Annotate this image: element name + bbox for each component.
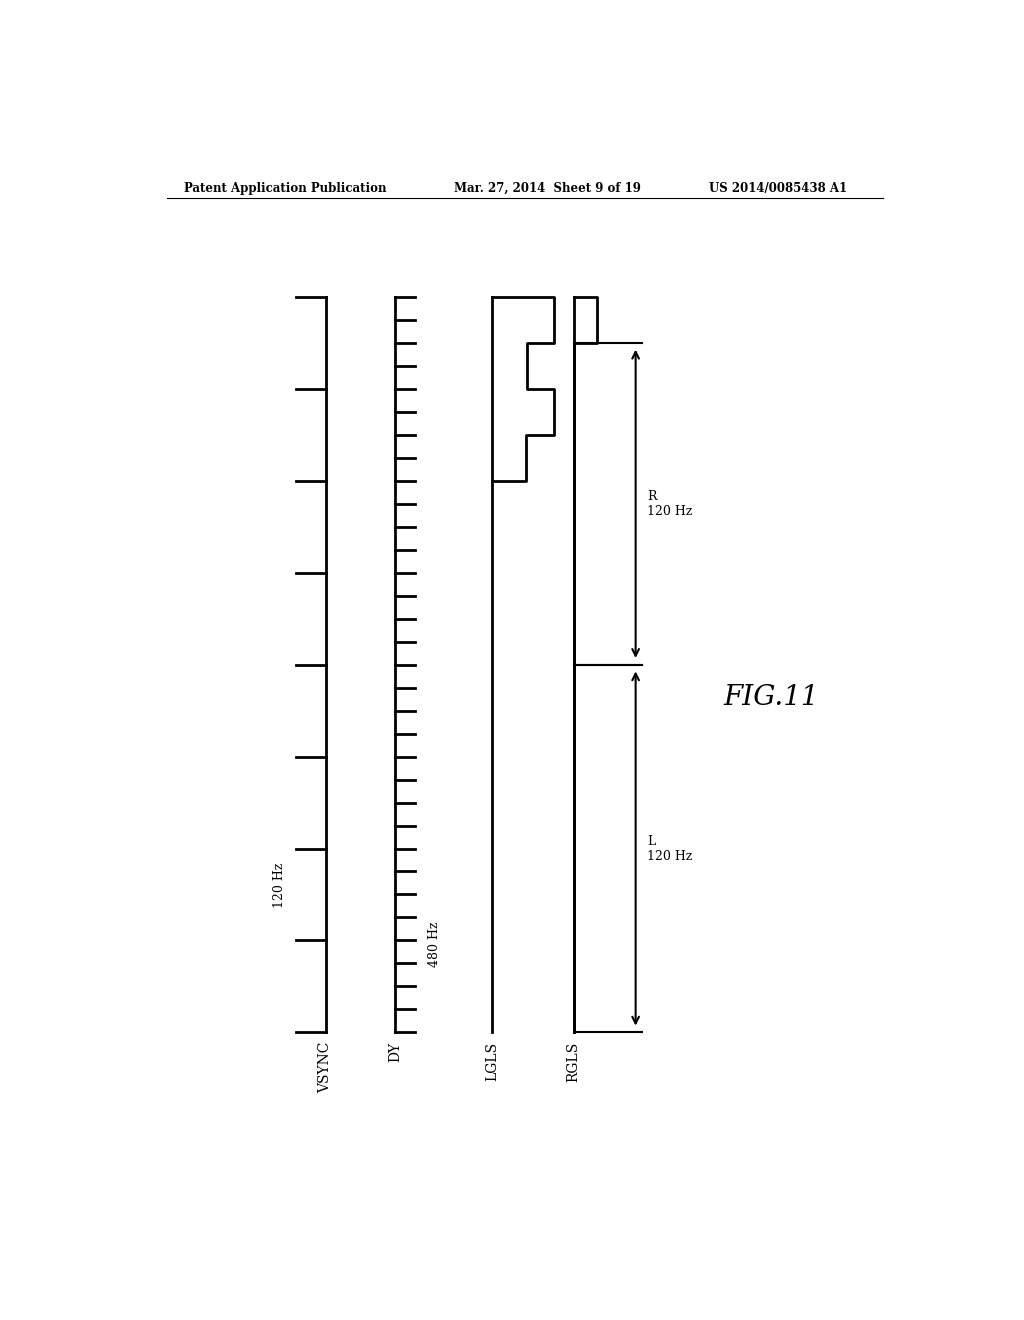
Text: RGLS: RGLS [566,1041,581,1082]
Text: US 2014/0085438 A1: US 2014/0085438 A1 [710,182,848,194]
Text: Mar. 27, 2014  Sheet 9 of 19: Mar. 27, 2014 Sheet 9 of 19 [454,182,640,194]
Text: FIG.11: FIG.11 [724,684,819,711]
Text: 120 Hz: 120 Hz [272,862,286,908]
Text: 480 Hz: 480 Hz [428,921,440,966]
Text: DY: DY [388,1041,402,1061]
Text: R
120 Hz: R 120 Hz [647,490,692,517]
Text: L
120 Hz: L 120 Hz [647,834,692,862]
Text: LGLS: LGLS [485,1041,500,1081]
Text: VSYNC: VSYNC [318,1041,333,1093]
Text: Patent Application Publication: Patent Application Publication [183,182,386,194]
